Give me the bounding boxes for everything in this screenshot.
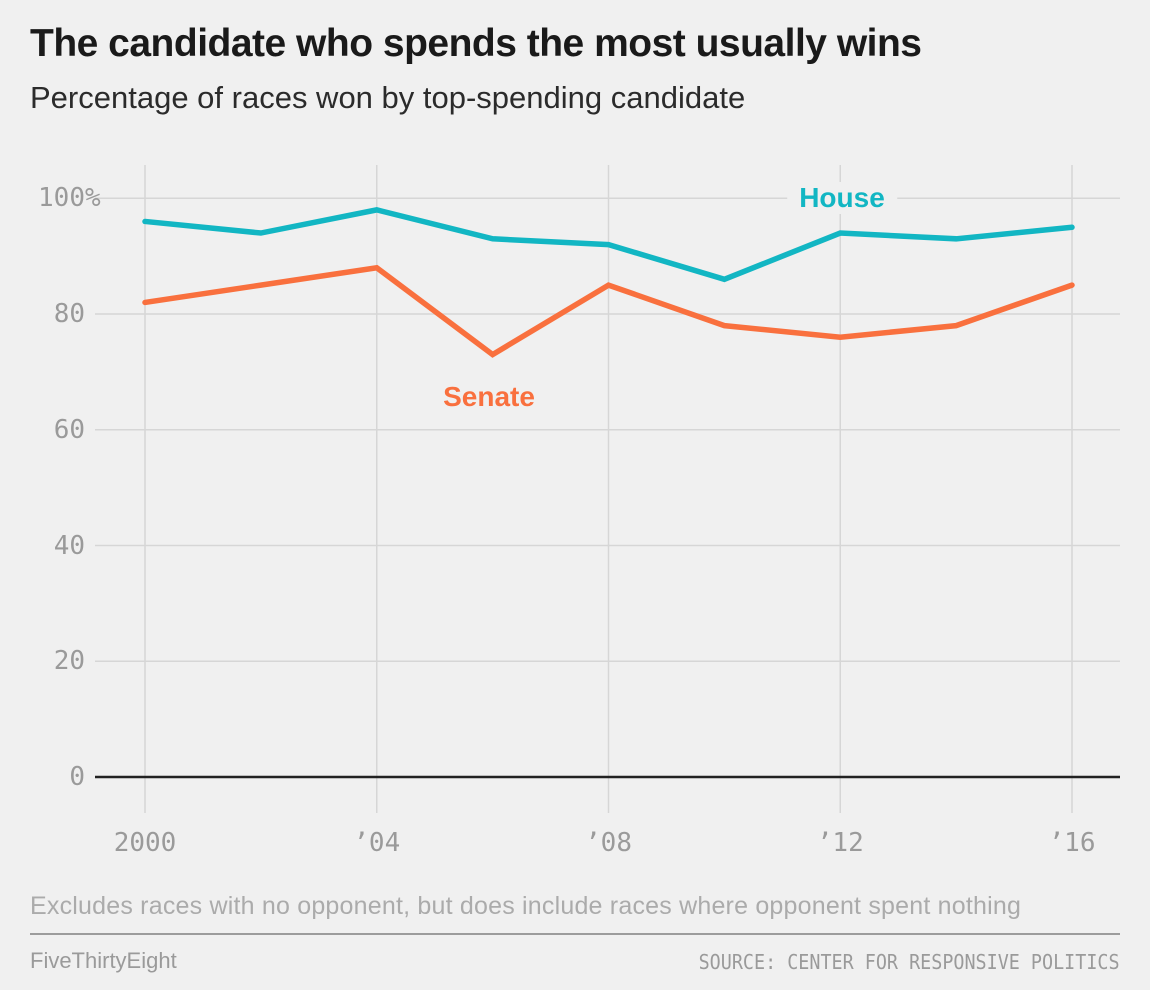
y-axis-tick-label: 100% xyxy=(38,183,101,214)
y-axis-tick-label: 80 xyxy=(53,299,85,330)
footnote: Excludes races with no opponent, but doe… xyxy=(30,892,1022,920)
footer-divider xyxy=(30,933,1120,935)
y-axis-tick-label: 40 xyxy=(53,530,85,561)
fivethirtyeight-credit: FiveThirtyEight xyxy=(30,948,177,973)
senate-line xyxy=(142,264,1075,358)
chart-subtitle: Percentage of races won by top-spending … xyxy=(30,80,746,115)
chart-title: The candidate who spends the most usuall… xyxy=(30,22,922,65)
x-axis-tick-label: ’08 xyxy=(585,828,632,858)
series-label-senate: Senate xyxy=(443,381,535,412)
percent-sign: % xyxy=(85,183,101,214)
x-axis-tick-label: 2000 xyxy=(113,828,177,858)
y-axis-tick-label: 60 xyxy=(53,414,85,445)
x-axis-tick-label: ’16 xyxy=(1048,828,1096,858)
series-label-house: House xyxy=(787,182,897,214)
source-credit: SOURCE: CENTER FOR RESPONSIVE POLITICS xyxy=(699,950,1120,974)
y-axis-tick-label: 20 xyxy=(53,646,85,677)
x-axis-tick-label: ’12 xyxy=(816,828,864,858)
y-axis-tick-label: 0 xyxy=(69,762,85,792)
x-axis-tick-label: ’04 xyxy=(353,828,401,858)
house-line xyxy=(142,207,1075,283)
